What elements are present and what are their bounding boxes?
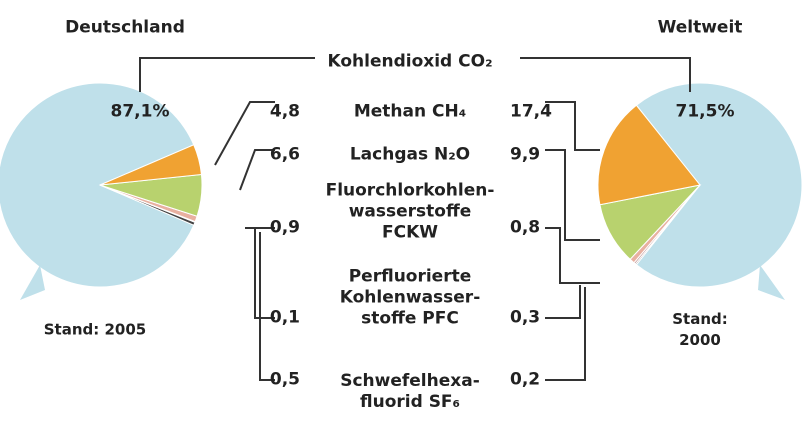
category-label: Kohlendioxid CO₂ (327, 52, 492, 73)
chart-title: Deutschland (65, 18, 185, 39)
value-label: 0,9 (270, 218, 300, 239)
category-label: Fluorchlorkohlen- wasserstoffe FCKW (326, 181, 495, 244)
value-label: 0,3 (510, 308, 540, 329)
value-label: 6,6 (270, 145, 300, 166)
value-label: 0,1 (270, 308, 300, 329)
value-label: 87,1% (111, 102, 170, 123)
value-label: 4,8 (270, 102, 300, 123)
value-label: 71,5% (676, 102, 735, 123)
category-label: Lachgas N₂O (350, 145, 470, 166)
infographic: Kohlendioxid CO₂ Methan CH₄ Lachgas N₂O Flu… (0, 0, 802, 426)
category-label: Perfluorierte Kohlenwasser- stoffe PFC (340, 267, 481, 330)
chart-title: Weltweit (658, 18, 743, 39)
value-label: 0,8 (510, 218, 540, 239)
value-label: 0,2 (510, 370, 540, 391)
chart-subtitle: Stand: 2000 (649, 309, 751, 351)
category-label: Schwefelhexa- fluorid SF₆ (340, 371, 480, 413)
value-label: 9,9 (510, 145, 540, 166)
value-label: 17,4 (510, 102, 552, 123)
chart-subtitle: Stand: 2005 (44, 320, 146, 341)
value-label: 0,5 (270, 370, 300, 391)
category-label: Methan CH₄ (354, 102, 466, 123)
